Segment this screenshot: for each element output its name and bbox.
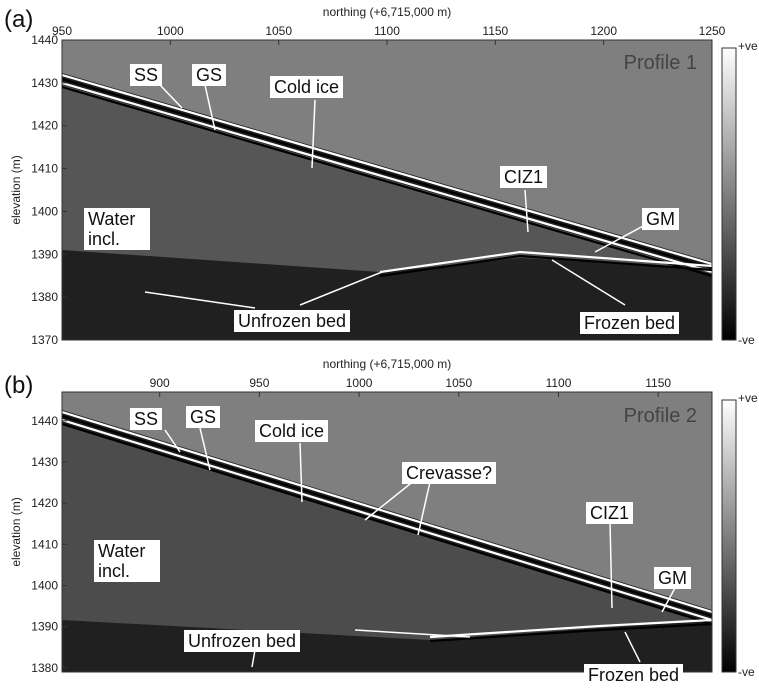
- x-tick-label: 1100: [374, 24, 400, 38]
- profile-label: Profile 1: [623, 52, 697, 74]
- annotation: GS: [186, 406, 221, 428]
- x-tick-label: 1000: [346, 376, 373, 390]
- y-tick-label: 1430: [31, 455, 58, 469]
- annotation: Cold ice: [270, 76, 344, 98]
- colorbar-label: -ve: [738, 665, 755, 679]
- y-tick-label: 1440: [31, 414, 58, 428]
- y-tick-label: 1380: [31, 290, 58, 304]
- y-axis-title: elevation (m): [9, 497, 23, 566]
- y-tick-label: 1370: [31, 333, 58, 347]
- x-axis-title: northing (+6,715,000 m): [323, 5, 451, 19]
- colorbar-label: -ve: [738, 333, 755, 347]
- x-axis-title: northing (+6,715,000 m): [323, 357, 451, 371]
- x-tick-label: 1200: [590, 24, 617, 38]
- x-tick-label: 1250: [699, 24, 726, 38]
- annotation: SS: [130, 408, 163, 430]
- x-tick-label: 1150: [482, 24, 508, 38]
- annotation: GM: [642, 208, 679, 230]
- colorbar-label: +ve: [738, 391, 758, 405]
- annotation: Water incl.: [84, 208, 150, 250]
- annotation: CIZ1: [586, 502, 634, 524]
- y-tick-label: 1420: [31, 496, 58, 510]
- radargram-b: [62, 392, 712, 672]
- x-tick-label: 1150: [645, 376, 671, 390]
- annotation: Cold ice: [255, 420, 329, 442]
- annotation: Frozen bed: [584, 664, 684, 686]
- y-tick-label: 1430: [31, 76, 58, 90]
- y-tick-label: 1410: [31, 537, 58, 551]
- y-tick-label: 1390: [31, 620, 58, 634]
- y-axis-title: elevation (m): [9, 155, 23, 224]
- panel-label: (b): [4, 372, 34, 399]
- x-tick-label: 900: [150, 376, 170, 390]
- y-tick-label: 1440: [31, 33, 58, 47]
- annotation: GS: [192, 64, 227, 86]
- annotation: Unfrozen bed: [234, 310, 351, 332]
- annotation: SS: [130, 64, 163, 86]
- x-tick-label: 950: [249, 376, 269, 390]
- radargram-a: [62, 40, 712, 340]
- y-tick-label: 1380: [31, 661, 58, 675]
- x-tick-label: 1100: [546, 376, 572, 390]
- annotation: Crevasse?: [402, 462, 497, 484]
- colorbar: [721, 47, 737, 341]
- colorbar: [721, 399, 737, 673]
- annotation: CIZ1: [500, 166, 548, 188]
- x-tick-label: 950: [52, 24, 72, 38]
- annotation: Frozen bed: [580, 312, 680, 334]
- annotation: Unfrozen bed: [184, 630, 301, 652]
- y-tick-label: 1410: [31, 162, 58, 176]
- profile-label: Profile 2: [623, 405, 697, 427]
- x-tick-label: 1050: [265, 24, 292, 38]
- colorbar-label: +ve: [738, 39, 758, 53]
- arrows: [144, 84, 676, 668]
- x-tick-label: 1000: [157, 24, 184, 38]
- y-tick-label: 1420: [31, 119, 58, 133]
- plot-frame: [61, 391, 713, 673]
- x-tick-label: 1050: [445, 376, 472, 390]
- y-tick-label: 1400: [31, 204, 58, 218]
- annotation: GM: [654, 567, 691, 589]
- annotation: Water incl.: [94, 540, 160, 582]
- y-tick-label: 1400: [31, 579, 58, 593]
- panel-label: (a): [4, 6, 34, 33]
- y-tick-label: 1390: [31, 247, 58, 261]
